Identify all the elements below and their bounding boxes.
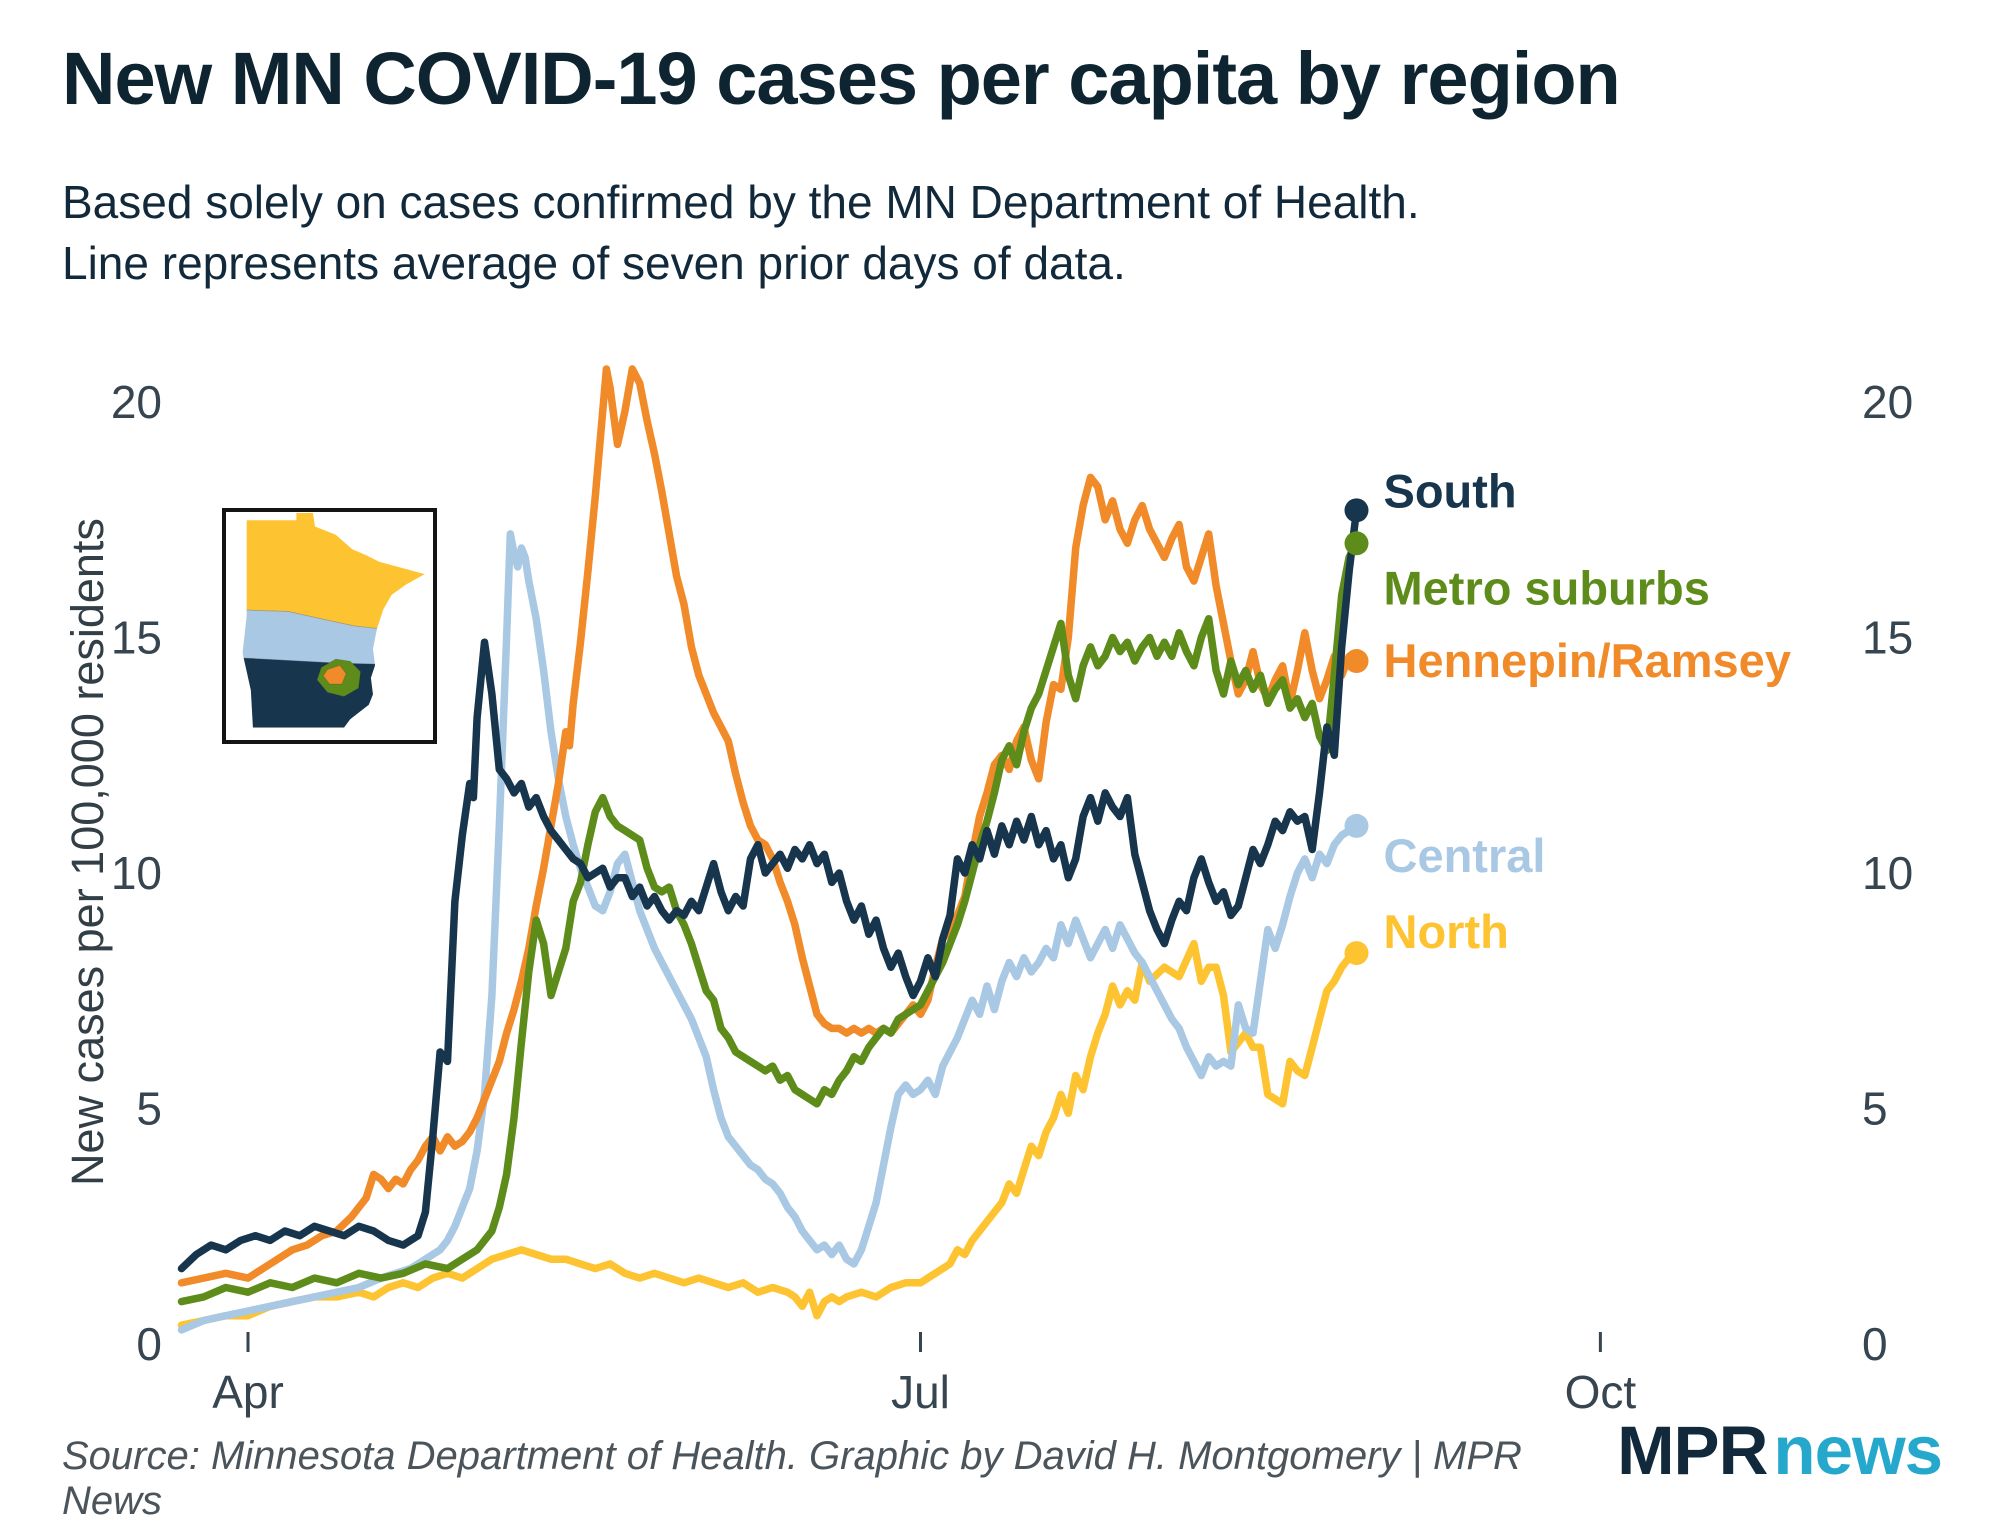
series-label-central: Central xyxy=(1384,829,1546,882)
series-end-dot-hennepin-ramsey xyxy=(1344,649,1369,674)
source-attribution: Source: Minnesota Department of Health. … xyxy=(62,1434,1522,1523)
series-line-metro-suburbs xyxy=(177,539,1361,1306)
series-end-dot-south xyxy=(1344,498,1369,523)
logo-news-text: news xyxy=(1773,1412,1943,1489)
y-tick-left-20: 20 xyxy=(111,376,162,428)
y-tick-right-5: 5 xyxy=(1862,1083,1888,1135)
series-label-south: South xyxy=(1384,464,1517,517)
y-tick-left-15: 15 xyxy=(111,612,162,664)
chart-subtitle-line1: Based solely on cases confirmed by the M… xyxy=(62,176,1420,228)
minnesota-map xyxy=(242,513,425,728)
series-end-dot-central xyxy=(1344,813,1369,838)
series-line-south xyxy=(177,506,1361,1273)
y-tick-right-0: 0 xyxy=(1862,1318,1888,1370)
logo-mpr-text: MPR xyxy=(1617,1412,1768,1489)
series-line-central xyxy=(177,530,1361,1334)
x-tick-label-apr: Apr xyxy=(212,1366,284,1418)
x-tick-label-jul: Jul xyxy=(891,1366,950,1418)
y-tick-left-0: 0 xyxy=(136,1318,162,1370)
y-tick-left-10: 10 xyxy=(111,847,162,899)
map-inset xyxy=(222,508,437,744)
chart-subtitle-line2: Line represents average of seven prior d… xyxy=(62,236,1126,289)
x-tick-label-oct: Oct xyxy=(1565,1366,1637,1418)
chart-title: New MN COVID-19 cases per capita by regi… xyxy=(62,37,1621,120)
map-region-hennepin xyxy=(322,664,347,685)
y-tick-right-10: 10 xyxy=(1862,847,1913,899)
chart-subtitle: Based solely on cases confirmed by the M… xyxy=(62,172,1562,293)
series-label-north: North xyxy=(1384,905,1509,958)
series-end-dot-metro-suburbs xyxy=(1344,531,1369,556)
series-end-dot-north xyxy=(1344,941,1369,966)
series-label-metro-suburbs: Metro suburbs xyxy=(1384,561,1710,614)
series-line-north xyxy=(177,939,1361,1329)
series-line-hennepin-ramsey xyxy=(177,365,1361,1287)
y-tick-right-15: 15 xyxy=(1862,612,1913,664)
y-tick-right-20: 20 xyxy=(1862,376,1913,428)
mpr-news-logo: MPRnews xyxy=(1617,1411,1943,1490)
y-tick-left-5: 5 xyxy=(136,1083,162,1135)
series-label-hennepin-ramsey: Hennepin/Ramsey xyxy=(1384,634,1791,687)
